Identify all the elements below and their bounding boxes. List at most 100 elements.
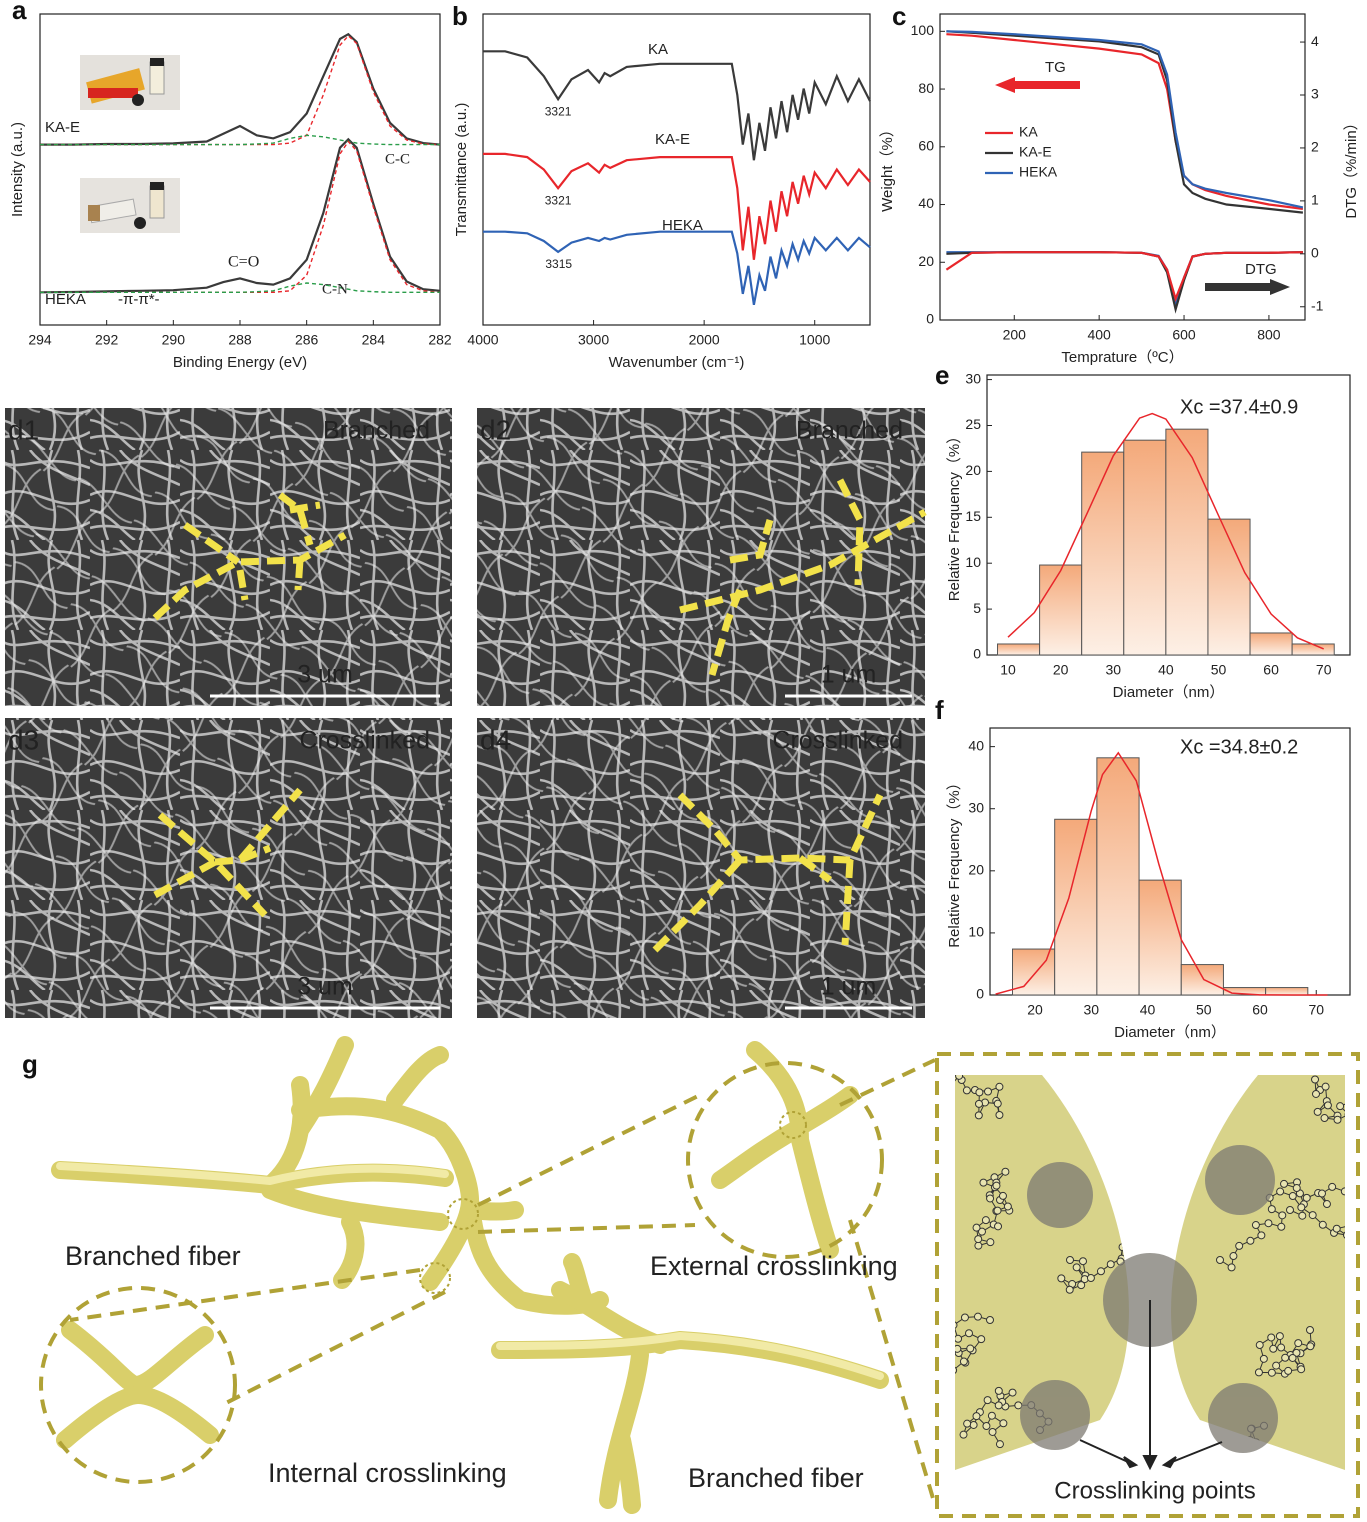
guide-line [236,569,249,601]
x-tick-label: 70 [1308,1002,1324,1018]
monomer [1311,1075,1320,1084]
y2-axis-label: DTG（%/min） [1343,115,1360,218]
monomer [955,1334,963,1343]
monomer [1340,1187,1345,1196]
line [1171,1441,1223,1463]
guide-line [797,855,833,883]
path [261,1181,449,1231]
y-axis-label: Transmittance (a.u.) [453,103,470,237]
monomer [1292,1184,1301,1193]
monomer [999,1419,1008,1428]
monomer [1275,1332,1284,1341]
monomer [992,1181,1001,1190]
monomer [1202,1450,1211,1459]
y-tick-label: 10 [965,554,981,570]
monomer [1302,1193,1311,1202]
y-tick-label: 80 [918,80,934,96]
bar [997,643,1041,656]
monomer [1297,1203,1306,1212]
series-line [40,134,440,146]
monomer [1298,1211,1307,1220]
sem-label: Crosslinked [772,727,903,755]
guide-line [679,508,927,614]
series-label: C-N [322,281,348,297]
y-tick-label: 40 [968,737,984,753]
monomer [1078,1257,1087,1266]
guide-line [294,559,304,591]
monomer [995,1082,1004,1091]
sem-image: d1 Branched 3 um [5,408,452,706]
guide-line [277,492,314,546]
monomer [1118,1243,1127,1252]
monomer [972,1412,981,1421]
y-tick-label: 10 [968,924,984,940]
x-tick-label: 30 [1083,1002,1099,1018]
monomer [995,1111,1004,1120]
annotation: -π-π*- [118,291,160,308]
monomer [982,1421,991,1430]
monomer [1277,1343,1286,1352]
chain [955,1316,991,1424]
monomer [974,1111,983,1120]
bar [1123,439,1167,656]
monomer [1294,1339,1303,1348]
monomer [983,1396,992,1405]
x-tick-label: 30 [1105,662,1121,678]
polygon [1123,1456,1139,1469]
monomer [927,1400,934,1407]
monomer [1267,1205,1276,1214]
line [848,1219,937,1506]
monomer [1246,1236,1255,1245]
monomer [1278,1211,1287,1220]
monomer [1359,1172,1366,1179]
guide-line [182,522,241,565]
annotation: C=O [228,254,259,271]
bar [1138,879,1182,996]
y2-tick-label: 1 [1311,192,1319,208]
panel-letter: b [452,1,468,31]
monomer [969,1420,978,1429]
monomer [1246,1456,1255,1465]
monomer [955,1344,962,1353]
monomer [1277,1222,1286,1231]
fibers [51,1036,889,1514]
circle [39,1286,237,1484]
legend-label: HEKA [1019,164,1058,180]
bar [1081,451,1125,656]
monomer [1206,1436,1215,1445]
monomer [1267,1368,1276,1377]
scale-bar-label: 3 um [297,661,353,689]
x-tick-label: 60 [1252,1002,1268,1018]
monomer [955,1075,964,1080]
series-line [39,137,441,294]
guide-line [153,858,217,899]
monomer [1096,1267,1105,1276]
monomer [1229,1252,1238,1261]
crosslink-diagram [927,1067,1366,1471]
monomer [998,1191,1007,1200]
annotation: Xc =34.8±0.2 [1180,736,1298,758]
path [56,1385,219,1449]
path [711,1086,859,1189]
x-tick-label: 60 [1263,662,1279,678]
circle [1208,1383,1278,1453]
rect [150,182,164,190]
circle [686,1061,884,1259]
series-label: HEKA [45,291,86,308]
monomer [977,1335,986,1344]
monomer [1344,1110,1345,1119]
monomer [951,1067,958,1074]
y2-tick-label: 0 [1311,245,1319,261]
monomer [959,1357,968,1366]
panel-letter: g [22,1049,38,1079]
sem-label: Crosslinked [299,727,430,755]
monomer [1348,1098,1355,1105]
rect [88,205,100,221]
y2-tick-label: 2 [1311,139,1319,155]
label: External crosslinking [650,1251,898,1281]
chain [1219,1190,1345,1269]
monomer [975,1088,984,1097]
bar [1265,987,1309,996]
guide-line [152,531,347,621]
monomer [1306,1342,1315,1351]
